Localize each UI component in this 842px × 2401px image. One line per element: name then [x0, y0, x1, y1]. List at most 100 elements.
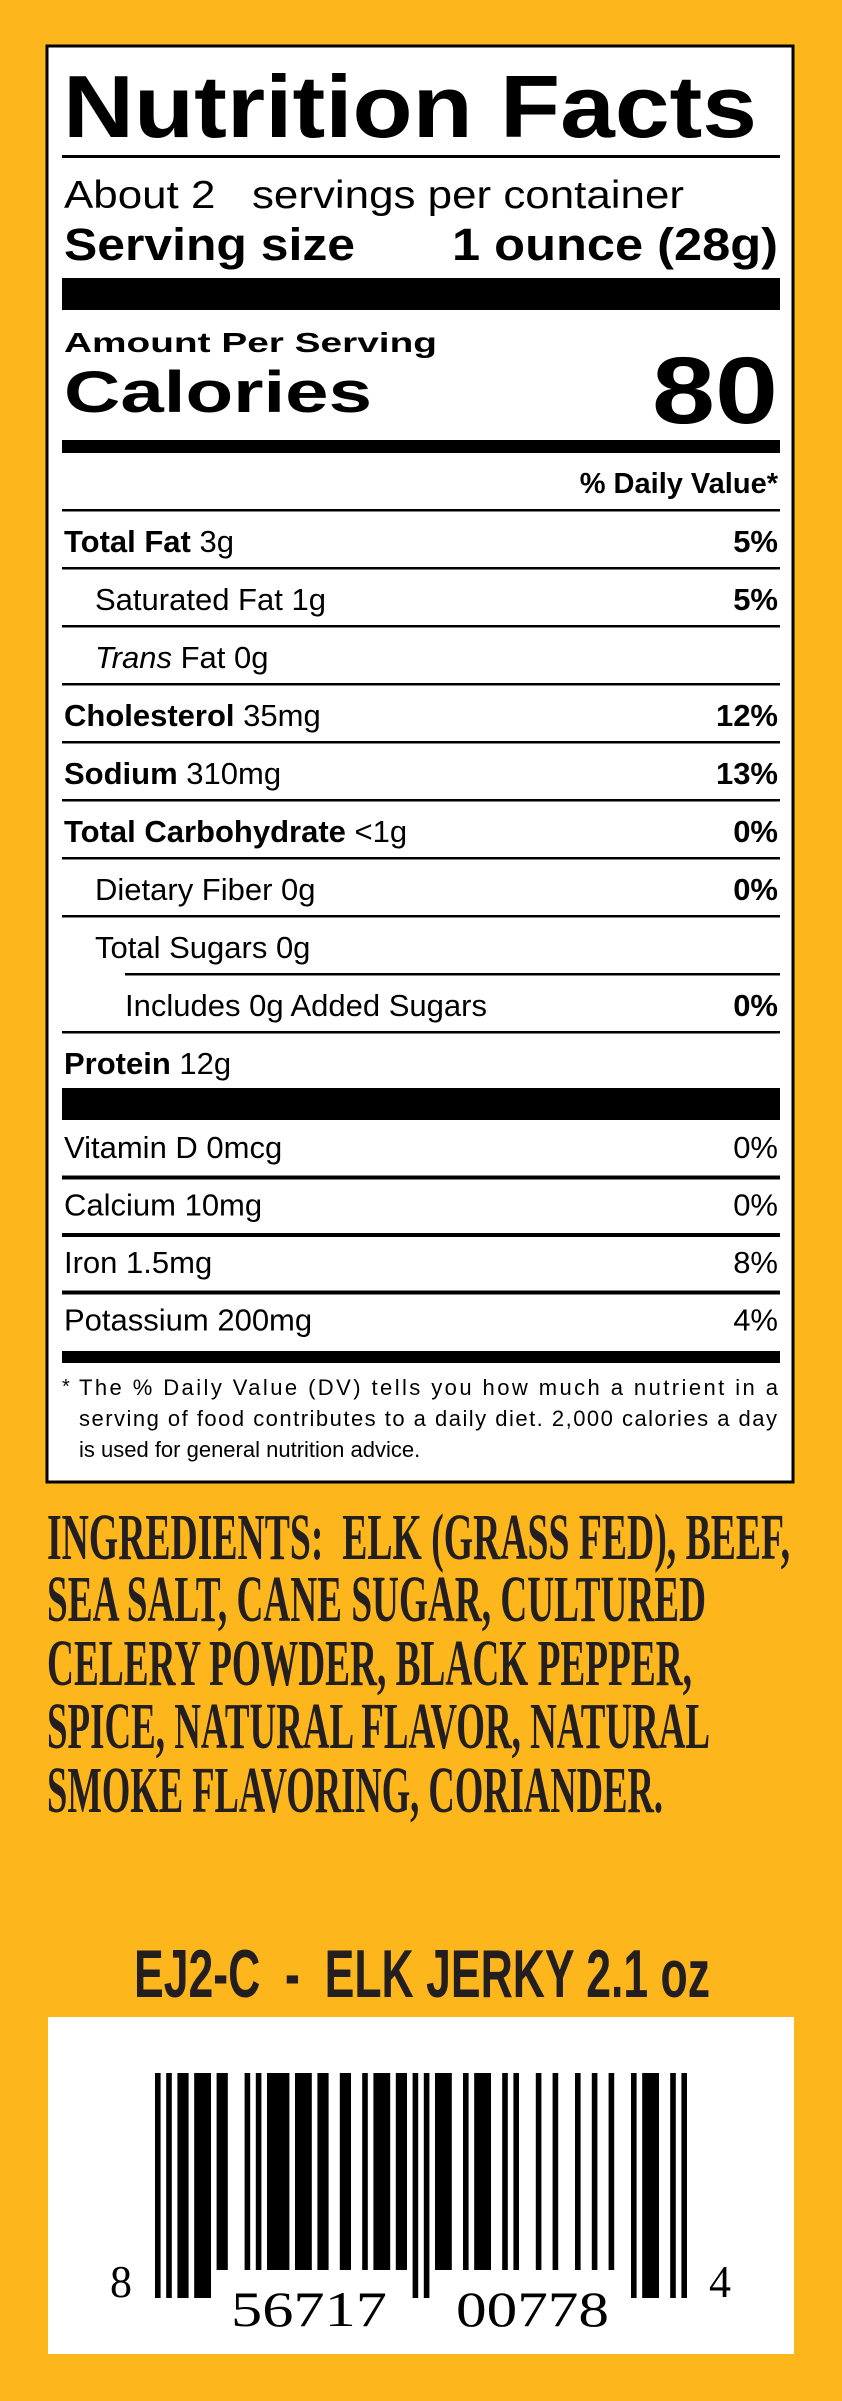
- nutrient-amount: 0g: [225, 640, 268, 675]
- vitamin-daily-value: 0%: [733, 1188, 778, 1223]
- barcode-bar: [575, 2073, 581, 2270]
- barcode-bar: [177, 2073, 189, 2298]
- nutrient-name: Dietary Fiber: [95, 872, 272, 907]
- barcode-bar: [255, 2073, 262, 2270]
- nutrient-row: Trans Fat 0g: [95, 640, 268, 675]
- amount-per-serving: Amount Per Serving: [64, 327, 437, 358]
- barcode-bar: [435, 2073, 452, 2270]
- nutrient-amount: 3g: [191, 524, 234, 559]
- nutrition-facts-panel: Nutrition Facts About 2 servings per con…: [45, 44, 795, 1484]
- row-divider: [62, 1031, 780, 1034]
- nutrient-daily-value: 5%: [733, 524, 778, 559]
- barcode-bar: [670, 2073, 676, 2298]
- nutrient-amount: 0g: [272, 872, 315, 907]
- barcode-first-digit: 8: [110, 2256, 132, 2307]
- barcode-bar: [502, 2073, 508, 2270]
- barcode-bar: [339, 2073, 351, 2270]
- barcode-bar: [608, 2073, 615, 2270]
- barcode-bar: [373, 2073, 391, 2270]
- barcode-bar: [474, 2073, 491, 2270]
- barcode-bars: [155, 2073, 687, 2298]
- calories-value: 80: [652, 338, 778, 444]
- barcode-bar: [463, 2073, 469, 2270]
- barcode-bar: [513, 2073, 519, 2270]
- nutrient-name: Saturated Fat: [95, 582, 283, 617]
- nutrient-name: Protein: [64, 1046, 171, 1081]
- barcode-bar: [166, 2073, 172, 2298]
- calories-label: Calories: [64, 360, 372, 425]
- servings-per-container: About 2 servings per container: [64, 174, 684, 217]
- barcode-bar: [244, 2073, 251, 2270]
- footnote-star: *: [62, 1376, 70, 1398]
- vitamin-daily-value: 8%: [733, 1245, 778, 1280]
- ingredients-line: SEA SALT, CANE SUGAR, CULTURED: [47, 1563, 706, 1636]
- vitamin-row-label: Potassium 200mg: [64, 1303, 312, 1338]
- row-divider: [62, 625, 780, 628]
- nutrient-row: Includes 0g Added Sugars: [125, 988, 487, 1023]
- panel-title: Nutrition Facts: [63, 57, 757, 156]
- ingredients-line: SMOKE FLAVORING, CORIANDER.: [47, 1754, 663, 1827]
- barcode-bar: [631, 2073, 637, 2298]
- thick-divider: [62, 1088, 780, 1120]
- nutrient-daily-value: 0%: [733, 872, 778, 907]
- row-divider: [62, 799, 780, 802]
- nutrient-amount: 310mg: [178, 756, 281, 791]
- barcode-bar: [681, 2073, 687, 2298]
- nutrient-name: Fat: [172, 640, 226, 675]
- row-divider: [62, 1233, 780, 1237]
- divider: [62, 155, 780, 158]
- row-divider: [62, 741, 780, 744]
- nutrient-name: Total Sugars: [95, 930, 267, 965]
- row-divider: [62, 1175, 780, 1180]
- nutrient-daily-value: 13%: [716, 756, 778, 791]
- medium-divider: [62, 1351, 780, 1363]
- row-divider: [62, 1290, 780, 1295]
- barcode-left-group: 56717: [231, 2281, 387, 2337]
- row-divider: [62, 509, 780, 512]
- nutrient-row: Total Fat 3g: [64, 524, 234, 559]
- barcode-bar: [642, 2073, 659, 2298]
- barcode-bar: [535, 2073, 542, 2270]
- nutrient-name: Total Carbohydrate: [64, 814, 346, 849]
- vitamin-row-label: Vitamin D 0mcg: [64, 1130, 282, 1165]
- nutrient-row: Protein 12g: [64, 1046, 231, 1081]
- nutrient-daily-value: 12%: [716, 698, 778, 733]
- ingredients-line: SPICE, NATURAL FLAVOR, NATURAL: [47, 1690, 710, 1763]
- nutrient-amount: 35mg: [235, 698, 321, 733]
- row-divider: [62, 857, 780, 860]
- vitamin-rows: Vitamin D 0mcg 0% Calcium 10mg 0% Iron 1.5mg…: [62, 1130, 780, 1338]
- serving-size-label: Serving size: [64, 219, 355, 270]
- row-divider: [62, 915, 780, 918]
- nutrient-name: Sodium: [64, 756, 178, 791]
- barcode-check-digit: 4: [709, 2256, 731, 2307]
- nutrient-daily-value: 5%: [733, 582, 778, 617]
- ingredients-line: CELERY POWDER, BLACK PEPPER,: [47, 1627, 692, 1700]
- nutrient-name-italic: Trans: [95, 640, 172, 675]
- nutrient-row: Sodium 310mg: [64, 756, 281, 791]
- barcode-bar: [216, 2073, 228, 2270]
- barcode-bar: [267, 2073, 290, 2270]
- vitamin-daily-value: 0%: [733, 1130, 778, 1165]
- row-divider: [62, 567, 780, 570]
- nutrient-daily-value: 0%: [733, 814, 778, 849]
- barcode-bar: [412, 2073, 419, 2298]
- nutrient-row: Cholesterol 35mg: [64, 698, 321, 733]
- vitamin-daily-value: 4%: [733, 1303, 778, 1338]
- nutrient-amount: <1g: [346, 814, 407, 849]
- barcode-bar: [295, 2073, 312, 2270]
- barcode-bar: [591, 2073, 598, 2270]
- barcode: 8 56717 00778 4: [48, 2017, 794, 2354]
- medium-divider: [62, 440, 780, 453]
- nutrient-name: Cholesterol: [64, 698, 235, 733]
- ingredients: INGREDIENTS: ELK (GRASS FED), BEEF, SEA …: [47, 1501, 790, 1827]
- ingredients-line: INGREDIENTS: ELK (GRASS FED), BEEF,: [47, 1501, 790, 1574]
- barcode-bar: [395, 2073, 407, 2270]
- thick-divider: [62, 278, 780, 310]
- vitamin-row-label: Calcium 10mg: [64, 1188, 262, 1223]
- barcode-background: [48, 2017, 794, 2354]
- nutrient-rows: Total Fat 3g 5% Saturated Fat 1g 5% Trans Fa…: [62, 509, 780, 1081]
- barcode-bar: [317, 2073, 329, 2270]
- nutrient-name: Includes: [125, 988, 240, 1023]
- product-title: EJ2-C - ELK JERKY 2.1 oz: [134, 1936, 710, 2012]
- footnote-line: is used for general nutrition advice.: [79, 1437, 420, 1462]
